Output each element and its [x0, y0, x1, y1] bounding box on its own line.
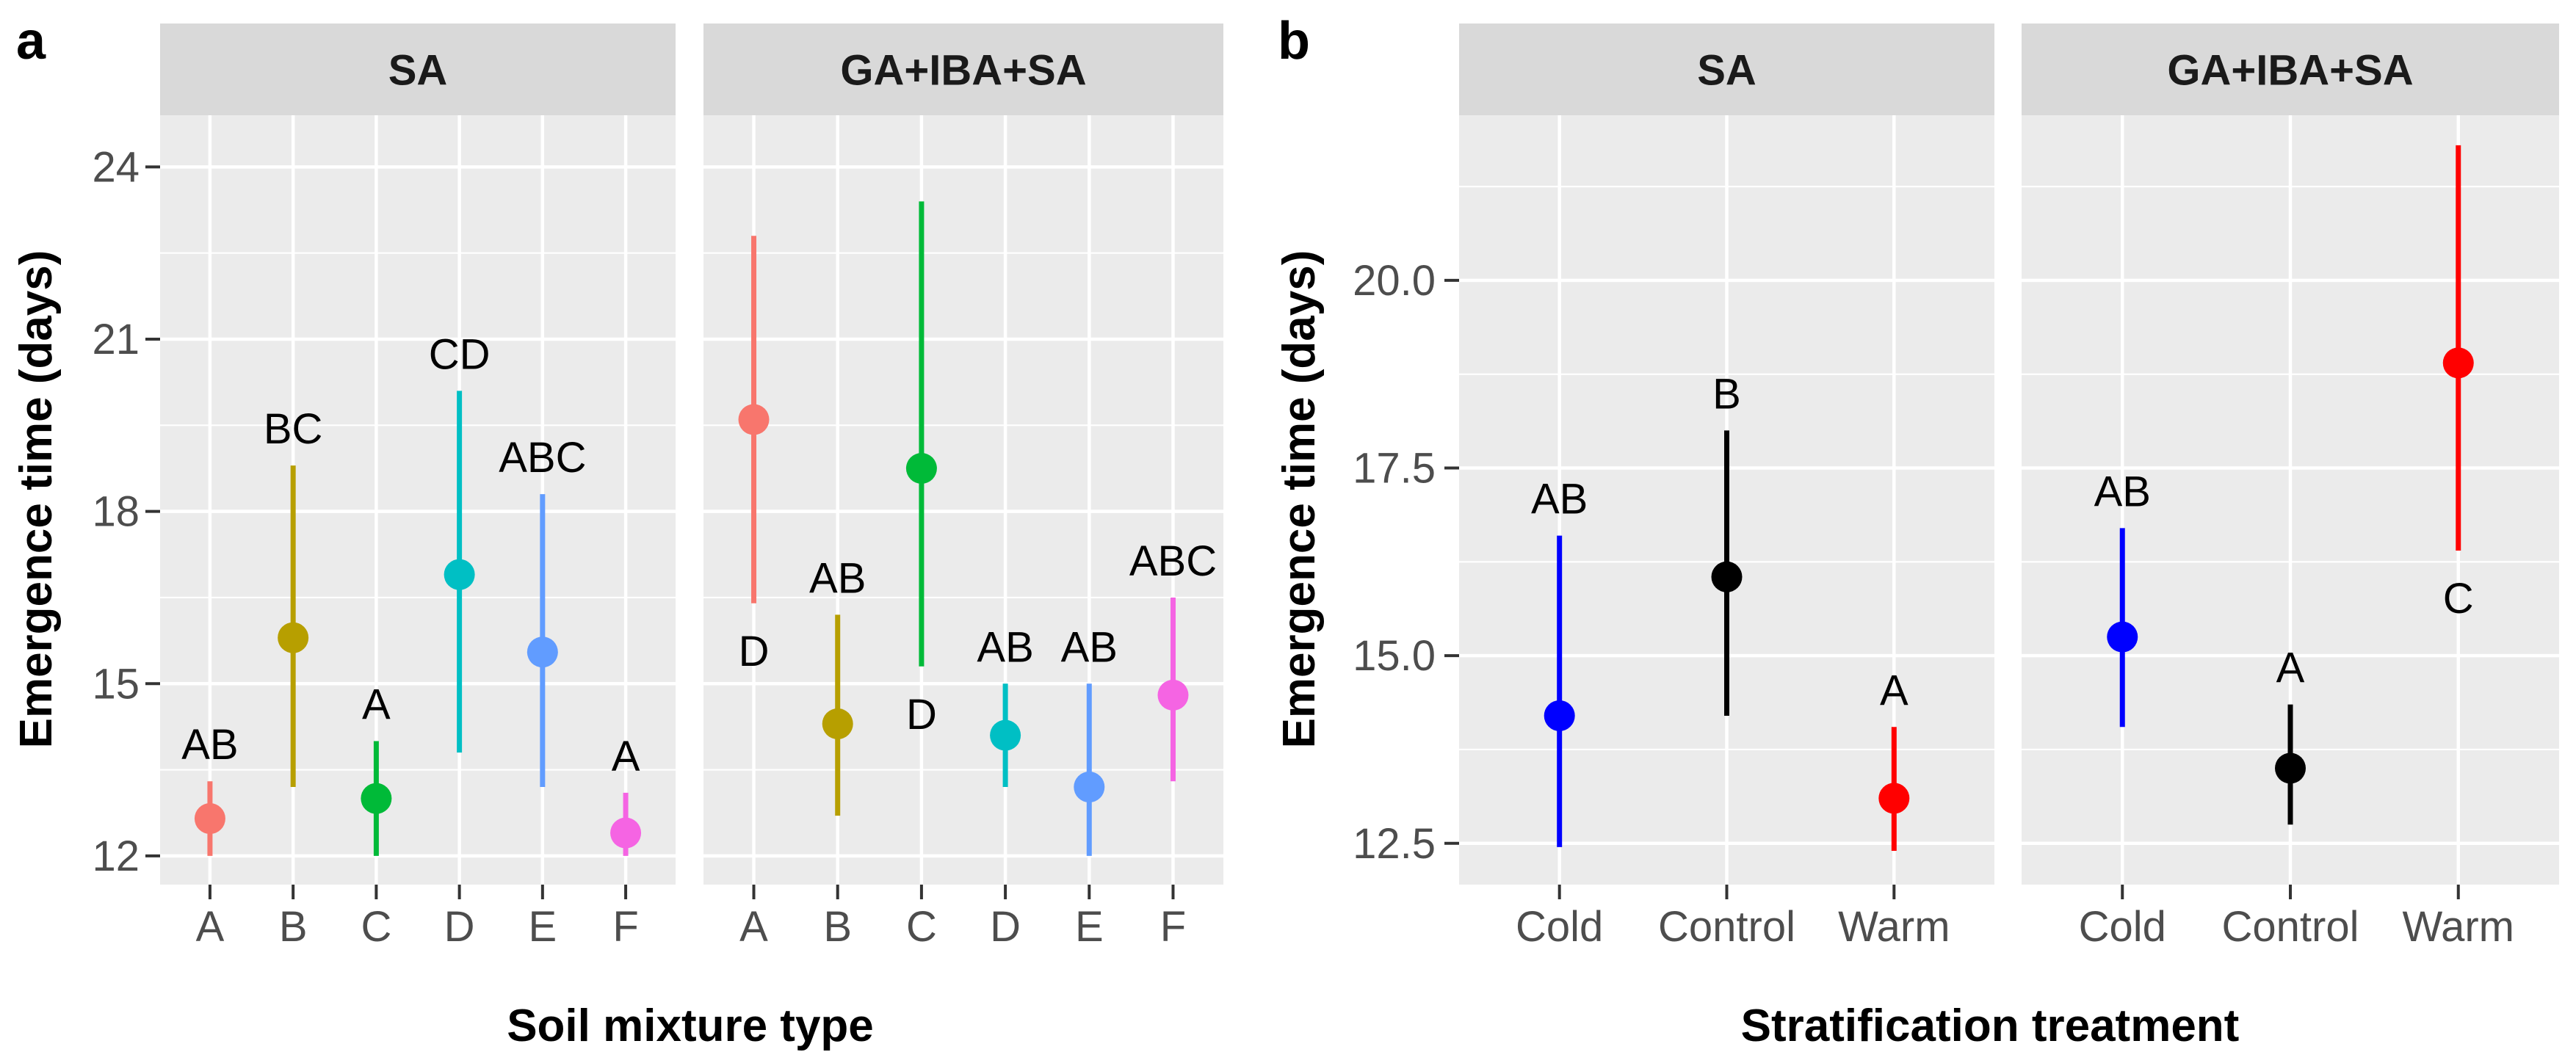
y-tick-label: 12: [92, 832, 140, 880]
mean-point: [444, 559, 475, 590]
x-tick-label: E: [1075, 903, 1104, 951]
significance-letter: AB: [809, 554, 866, 602]
mean-point: [361, 783, 392, 814]
significance-letter: AB: [1531, 476, 1588, 523]
mean-point: [1157, 679, 1189, 711]
x-tick-label: C: [361, 903, 391, 951]
x-tick-label: C: [906, 903, 937, 951]
significance-letter: AB: [2094, 468, 2151, 515]
significance-letter: A: [612, 733, 640, 780]
facet-strip-label: GA+IBA+SA: [840, 47, 1086, 95]
facet-strip: [2022, 23, 2559, 115]
significance-letter: AB: [977, 623, 1033, 671]
panel-background: [703, 115, 1223, 885]
significance-letter: B: [1712, 370, 1741, 418]
y-tick-label: 20.0: [1353, 257, 1436, 305]
mean-point: [1544, 700, 1575, 731]
significance-letter: A: [1880, 667, 1909, 714]
x-tick-label: A: [739, 903, 768, 951]
facet-strip-label: SA: [388, 47, 448, 95]
facet-strip-label: SA: [1697, 47, 1756, 95]
mean-point: [822, 708, 853, 740]
facet-strip-label: GA+IBA+SA: [2167, 47, 2413, 95]
significance-letter: D: [739, 628, 770, 675]
mean-point: [2442, 347, 2474, 379]
mean-point: [2107, 621, 2138, 653]
significance-letter: C: [2443, 575, 2474, 623]
y-tick-label: 21: [92, 316, 140, 363]
x-tick-label: Warm: [2403, 903, 2514, 951]
x-axis-title-a: Soil mixture type: [507, 1001, 874, 1051]
mean-point: [738, 404, 770, 435]
y-axis-title-a: Emergence time (days): [11, 250, 62, 749]
facet-strip: [703, 23, 1223, 115]
x-tick-label: D: [990, 903, 1021, 951]
significance-letter: CD: [429, 330, 491, 378]
facet-strip: [160, 23, 676, 115]
panel-letter-b: b: [1278, 12, 1310, 70]
x-tick-label: F: [612, 903, 638, 951]
x-tick-label: D: [444, 903, 475, 951]
y-tick-label: 24: [92, 143, 140, 191]
y-tick-label: 15.0: [1353, 632, 1436, 680]
x-tick-label: Control: [2222, 903, 2359, 951]
x-tick-label: Warm: [1838, 903, 1950, 951]
mean-point: [1074, 772, 1105, 803]
figure-a: a Emergence time (days) Soil mixture typ…: [11, 12, 1223, 1051]
mean-point: [278, 622, 309, 653]
significance-letter: BC: [264, 405, 323, 453]
mean-point: [610, 817, 642, 849]
significance-letter: ABC: [1129, 537, 1217, 585]
x-tick-label: E: [528, 903, 557, 951]
y-axis-title-b: Emergence time (days): [1274, 250, 1325, 749]
mean-point: [2275, 752, 2306, 784]
x-tick-label: Cold: [2079, 903, 2166, 951]
x-tick-label: B: [279, 903, 308, 951]
facet-strip: [1459, 23, 1994, 115]
significance-letter: AB: [181, 721, 238, 769]
y-tick-label: 15: [92, 660, 140, 708]
significance-letter: ABC: [499, 434, 586, 482]
x-tick-label: A: [196, 903, 225, 951]
significance-letter: D: [906, 691, 937, 739]
significance-letter: A: [362, 681, 391, 728]
x-tick-label: Control: [1658, 903, 1795, 951]
mean-point: [990, 719, 1021, 751]
y-tick-label: 17.5: [1353, 445, 1436, 493]
panel-background: [160, 115, 676, 885]
mean-point: [194, 803, 225, 835]
y-tick-label: 18: [92, 488, 140, 536]
mean-point: [1878, 783, 1910, 814]
figure-b: b Emergence time (days) Stratification t…: [1274, 12, 2559, 1051]
x-tick-label: B: [823, 903, 852, 951]
facets-b: 12.5 15.0 17.5 20.0 SA Cold Control Warm AB B A GA+…: [1353, 23, 2559, 951]
mean-point: [527, 636, 558, 668]
panel-letter-a: a: [16, 12, 46, 70]
x-tick-label: Cold: [1516, 903, 1603, 951]
significance-letter: A: [2276, 645, 2305, 692]
x-tick-label: F: [1160, 903, 1186, 951]
significance-letter: AB: [1061, 623, 1118, 671]
y-tick-label: 12.5: [1353, 820, 1436, 868]
x-axis-title-b: Stratification treatment: [1741, 1001, 2240, 1051]
mean-point: [1711, 561, 1743, 592]
mean-point: [905, 452, 937, 484]
